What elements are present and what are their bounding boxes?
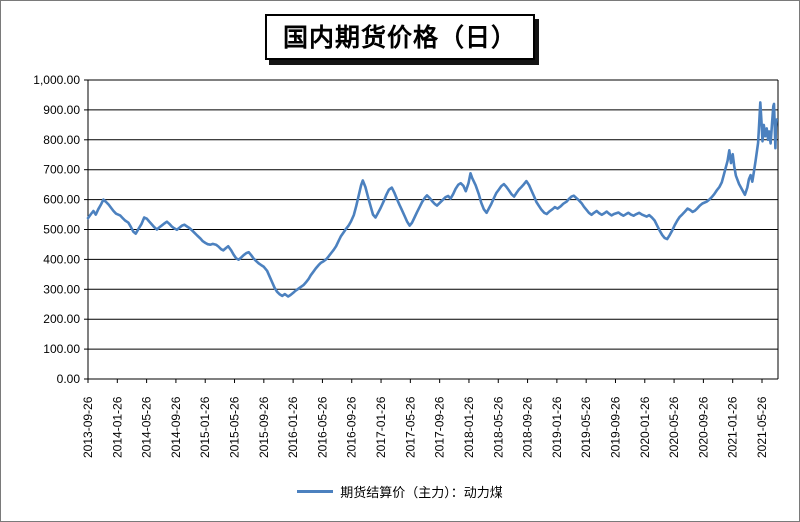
y-tick-label: 300.00 — [43, 282, 80, 296]
y-tick-label: 100.00 — [43, 342, 80, 356]
y-tick-label: 800.00 — [43, 133, 80, 147]
x-tick-label: 2017-05-26 — [403, 396, 417, 458]
x-tick-label: 2013-09-26 — [81, 396, 95, 458]
x-tick-label: 2020-09-26 — [696, 396, 710, 458]
y-tick-label: 600.00 — [43, 193, 80, 207]
chart-title: 国内期货价格（日） — [264, 14, 536, 60]
legend-label: 期货结算价（主力）：动力煤 — [340, 485, 503, 500]
price-line — [86, 101, 779, 298]
y-tick-label: 0.00 — [57, 372, 81, 386]
x-tick-label: 2016-05-26 — [315, 396, 329, 458]
y-tick-label: 400.00 — [43, 252, 80, 266]
x-tick-label: 2021-05-26 — [755, 396, 769, 458]
x-tick-label: 2018-01-26 — [462, 396, 476, 458]
y-tick-label: 200.00 — [43, 312, 80, 326]
x-tick-label: 2015-01-26 — [198, 396, 212, 458]
legend: 期货结算价（主力）：动力煤 — [1, 482, 799, 501]
y-tick-label: 1,000.00 — [33, 73, 80, 87]
x-tick-label: 2014-05-26 — [140, 396, 154, 458]
x-tick-label: 2020-05-26 — [667, 396, 681, 458]
x-tick-label: 2016-01-26 — [286, 396, 300, 458]
x-tick-label: 2015-09-26 — [257, 396, 271, 458]
x-tick-label: 2019-01-26 — [550, 396, 564, 458]
x-tick-label: 2019-09-26 — [608, 396, 622, 458]
x-tick-label: 2018-05-26 — [491, 396, 505, 458]
x-tick-label: 2020-01-26 — [638, 396, 652, 458]
y-tick-label: 700.00 — [43, 163, 80, 177]
x-tick-label: 2014-09-26 — [169, 396, 183, 458]
y-tick-label: 900.00 — [43, 103, 80, 117]
x-tick-label: 2021-01-26 — [726, 396, 740, 458]
legend-line-swatch — [297, 490, 334, 493]
x-tick-label: 2018-09-26 — [521, 396, 535, 458]
x-tick-label: 2015-05-26 — [228, 396, 242, 458]
x-tick-label: 2017-01-26 — [374, 396, 388, 458]
x-tick-label: 2016-09-26 — [345, 396, 359, 458]
y-tick-label: 500.00 — [43, 223, 80, 237]
x-tick-label: 2017-09-26 — [433, 396, 447, 458]
x-tick-label: 2014-01-26 — [110, 396, 124, 458]
x-tick-label: 2019-05-26 — [579, 396, 593, 458]
